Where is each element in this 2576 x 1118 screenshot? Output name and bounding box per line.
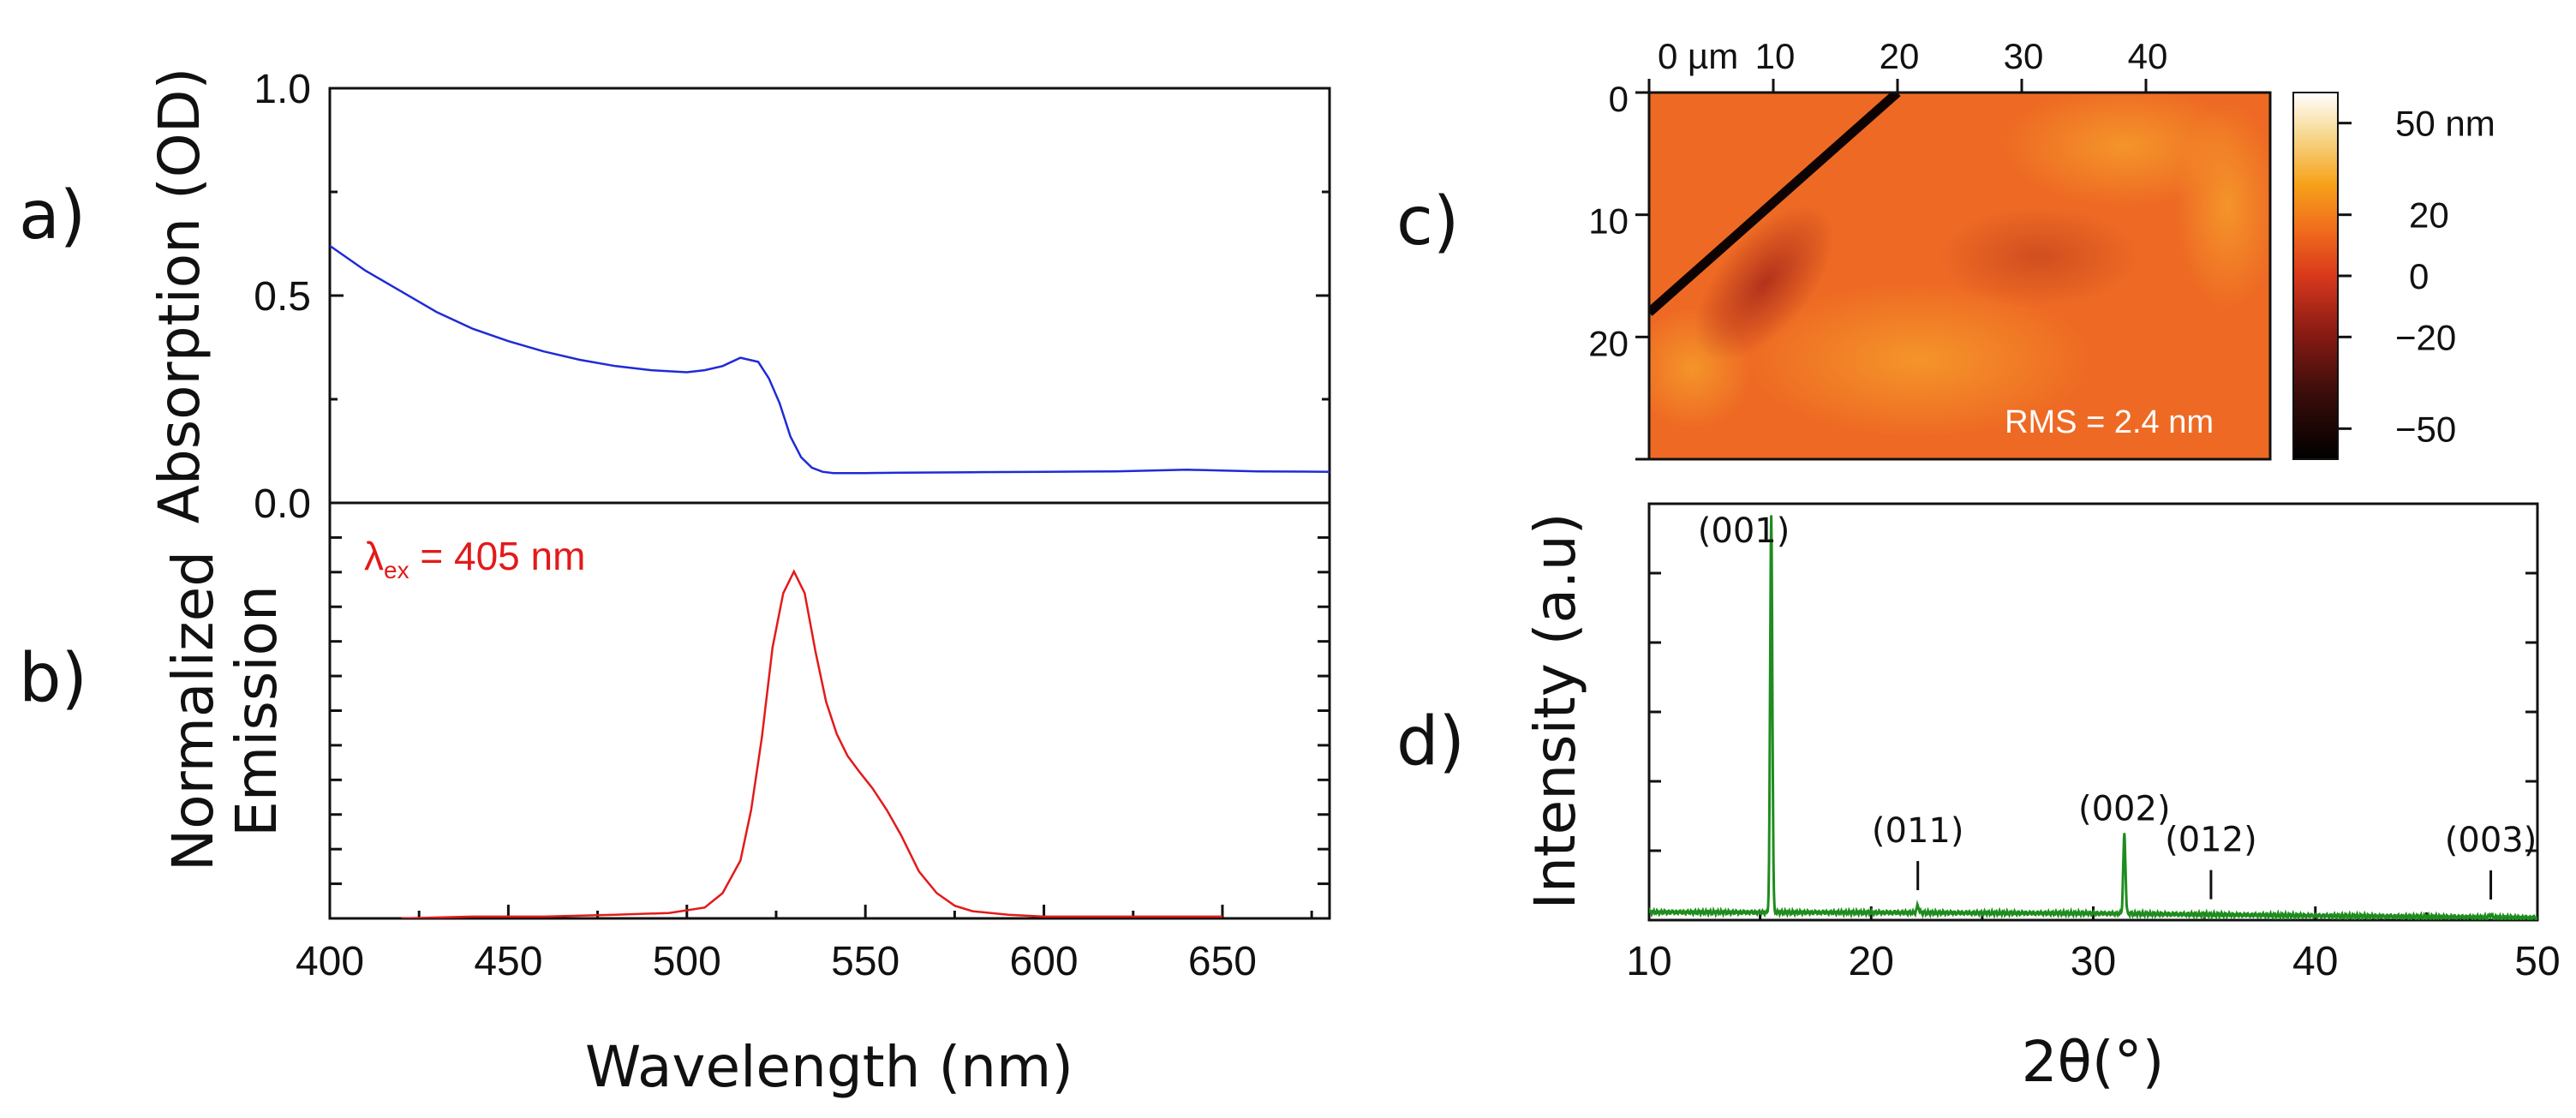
colorbar-tick-label: 20 — [2409, 195, 2449, 236]
chart-c-ytick-labels: 0 10 20 — [1588, 79, 1629, 363]
afm-bright-region — [2176, 103, 2270, 308]
chart-b-ticks — [328, 535, 1330, 918]
chart-a-frame — [328, 87, 1331, 505]
chart-c-ticks — [1635, 79, 2148, 461]
chart-d-xtick-label: 40 — [2292, 939, 2338, 984]
chart-a-ylabel: Absorption (OD) — [146, 68, 212, 524]
xrd-peak-label: (011) — [1872, 811, 1964, 851]
colorbar — [2292, 92, 2339, 460]
afm-dark-region — [1936, 206, 2142, 308]
chart-a-ytick-label: 0.5 — [254, 274, 311, 320]
chart-b: 400 450 500 550 600 650 Normalized Emission W… — [160, 501, 1331, 1100]
panel-label-a: a) — [19, 177, 86, 254]
chart-b-xlabel: Wavelength (nm) — [585, 1034, 1073, 1100]
chart-b-ylabel-line1: Normalized — [160, 551, 226, 871]
chart-d-xlabel: 2θ(°) — [2022, 1029, 2165, 1095]
chart-c-frame — [1647, 91, 2272, 461]
chart-c-xtick-label: 10 — [1755, 36, 1796, 76]
chart-b-xtick-label: 650 — [1188, 939, 1257, 984]
chart-a-ticks — [330, 87, 1330, 505]
chart-c-ytick-label: 20 — [1588, 323, 1629, 363]
colorbar-tick-label: −20 — [2395, 317, 2456, 357]
emission-line — [401, 569, 1222, 918]
chart-c-xtick-labels: 0 µm 10 20 30 40 — [1658, 36, 2167, 76]
panel-label-b: b) — [19, 640, 87, 717]
chart-b-xtick-label: 400 — [296, 939, 364, 984]
chart-d-ticks — [1647, 571, 2539, 920]
chart-d-frame — [1647, 502, 2539, 922]
chart-c-ytick-label: 10 — [1588, 201, 1629, 242]
chart-d-peak-markers — [1916, 861, 2493, 900]
panel-label-c: c) — [1396, 183, 1459, 260]
chart-c-ytick-label: 0 — [1609, 79, 1629, 119]
chart-b-xtick-labels: 400 450 500 550 600 650 — [296, 939, 1257, 984]
xrd-peak-label: (003) — [2445, 821, 2537, 860]
chart-d-xtick-label: 10 — [1626, 939, 1671, 984]
chart-d-peak-labels: (001) (011) (002)(012) (003) — [1698, 511, 2537, 860]
colorbar-ticks — [2338, 122, 2352, 430]
chart-b-xtick-label: 600 — [1010, 939, 1079, 984]
chart-d-ylabel: Intensity (a.u) — [1522, 513, 1588, 910]
afm-bright-region — [1748, 283, 2090, 437]
chart-d-xtick-label: 20 — [1849, 939, 1894, 984]
chart-c-xtick-label: 40 — [2128, 36, 2168, 76]
excitation-annotation: λex = 405 nm — [364, 534, 585, 583]
xrd-peak-label: (002) — [2078, 789, 2171, 828]
chart-b-xtick-label: 550 — [831, 939, 900, 984]
colorbar-tick-label: 0 — [2409, 256, 2429, 296]
chart-d: 10 20 30 40 50 Intensity (a.u) 2θ(°) (001)(0… — [1522, 502, 2561, 1095]
colorbar-tick-label: −50 — [2395, 409, 2456, 449]
chart-b-xtick-label: 450 — [474, 939, 542, 984]
panel-label-d: d) — [1396, 703, 1465, 780]
absorption-line — [330, 244, 1330, 475]
afm-dark-region — [1694, 204, 1836, 362]
chart-d-xtick-labels: 10 20 30 40 50 — [1626, 939, 2560, 984]
chart-b-ylabel-line2: Emission — [224, 585, 290, 837]
xrd-peak-label: (001) — [1698, 511, 1790, 551]
chart-d-xtick-label: 30 — [2071, 939, 2116, 984]
chart-a-ytick-label: 0.0 — [254, 481, 311, 527]
chart-d-xtick-label: 50 — [2514, 939, 2560, 984]
chart-c-xtick-label: 0 µm — [1658, 36, 1738, 76]
chart-c-xtick-label: 20 — [1880, 36, 1920, 76]
afm-image — [1649, 93, 2270, 459]
chart-a: 0.0 0.5 1.0 Absorption (OD) — [146, 67, 1331, 527]
xrd-peak-label: (012) — [2165, 821, 2257, 860]
rms-annotation: RMS = 2.4 nm — [2005, 404, 2214, 440]
xrd-pattern-line — [1649, 515, 2537, 920]
chart-b-xtick-label: 500 — [653, 939, 721, 984]
colorbar-tick-label: 50 nm — [2395, 104, 2495, 144]
afm-scratch — [1649, 93, 1901, 316]
chart-a-ytick-labels: 0.0 0.5 1.0 — [254, 67, 311, 527]
colorbar-labels: 50 nm 20 0 −20 −50 — [2395, 104, 2495, 450]
chart-c-xtick-label: 30 — [2004, 36, 2044, 76]
chart-a-ytick-label: 1.0 — [254, 67, 311, 112]
